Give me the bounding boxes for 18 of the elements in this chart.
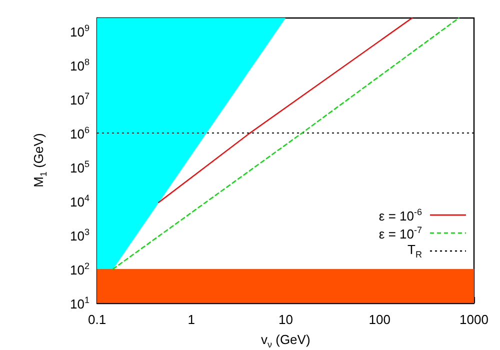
legend-label: T$_{R}$ (408, 242, 422, 260)
y-tick-label: 10$^{8}$ (70, 56, 90, 74)
y-tick-label: 10$^{7}$ (70, 90, 90, 108)
y-tick-label: 10$^{9}$ (70, 22, 90, 40)
x-axis-title: v$_{ν}$ (GeV) (261, 332, 310, 350)
y-tick-label: 10$^{3}$ (70, 226, 90, 244)
y-tick-label: 10$^{2}$ (70, 260, 90, 278)
x-tick-label: 0.1 (88, 312, 106, 327)
y-tick-label: 10$^{1}$ (70, 295, 90, 312)
y-tick-label: 10$^{5}$ (70, 158, 90, 176)
y-tick-label: 10$^{6}$ (70, 124, 90, 142)
legend-label: ε = 10$^{-7}$ (378, 224, 422, 242)
x-tick-label: 1 (188, 312, 195, 327)
x-tick-label: 100 (368, 312, 390, 327)
legend-label: ε = 10$^{-6}$ (378, 206, 422, 224)
x-tick-label: 10 (278, 312, 293, 327)
y-tick-label: 10$^{4}$ (70, 192, 90, 210)
x-tick-label: 1000 (460, 312, 488, 327)
